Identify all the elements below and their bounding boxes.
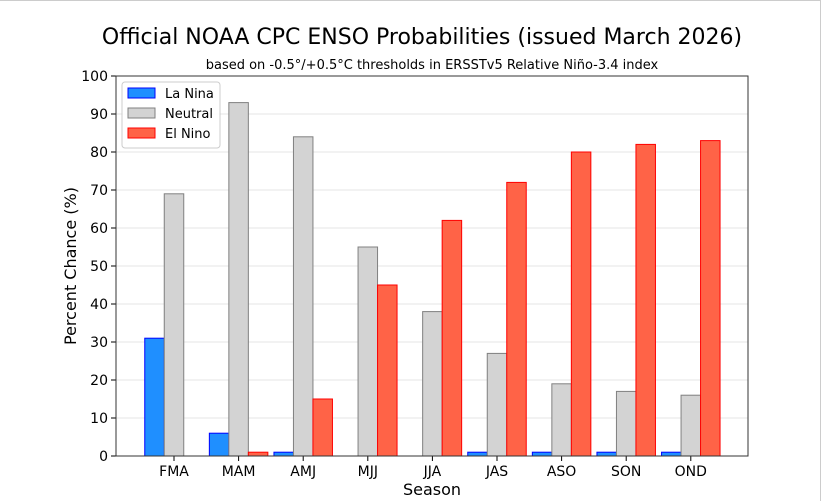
bar-neutral <box>163 193 185 457</box>
bar-neutral <box>357 246 379 457</box>
y-tick-label: 40 <box>90 297 108 313</box>
x-tick-label: SON <box>611 464 641 480</box>
x-tick-label: ASO <box>547 464 576 480</box>
y-tick-label: 0 <box>99 449 108 465</box>
chart-subtitle: based on -0.5°/+0.5°C thresholds in ERSS… <box>206 58 659 73</box>
x-axis-label: Season <box>403 480 461 499</box>
bar-la-nina <box>144 337 165 457</box>
bar-neutral <box>551 383 572 457</box>
x-tick-label: JAS <box>485 464 508 480</box>
x-tick-label: OND <box>675 464 707 480</box>
bar-el-nino <box>700 140 721 457</box>
plot-frame <box>115 75 749 457</box>
y-tick-label: 10 <box>90 411 108 427</box>
legend-label: El Nino <box>165 127 211 142</box>
x-tick-label: AMJ <box>290 464 316 480</box>
bar-neutral <box>486 352 508 457</box>
bar-el-nino <box>635 143 656 457</box>
bar-el-nino <box>570 151 592 457</box>
bar-la-nina <box>467 451 488 457</box>
y-tick-label: 100 <box>81 69 108 85</box>
legend-swatch <box>127 107 156 119</box>
bar-el-nino <box>377 284 398 457</box>
bar-la-nina <box>531 451 553 457</box>
legend-label: Neutral <box>165 107 213 122</box>
legend-label: La Nina <box>165 87 214 102</box>
bar-neutral <box>422 311 443 457</box>
y-tick-label: 60 <box>90 221 108 237</box>
bar-la-nina <box>273 451 294 457</box>
y-tick-label: 90 <box>90 107 108 123</box>
y-tick-label: 50 <box>90 259 108 275</box>
bar-el-nino <box>441 219 463 457</box>
legend: La Nina Neutral El Nino <box>121 81 221 149</box>
bar-neutral <box>228 102 249 457</box>
bar-el-nino <box>312 398 333 457</box>
y-tick-label: 70 <box>90 183 108 199</box>
legend-swatch <box>127 87 156 99</box>
x-tick-label: FMA <box>159 464 189 480</box>
bar-la-nina <box>661 451 682 457</box>
legend-swatch <box>127 127 156 139</box>
y-axis-label: Percent Chance (%) <box>61 187 80 345</box>
bar-neutral <box>680 394 702 457</box>
chart-title: Official NOAA CPC ENSO Probabilities (is… <box>102 25 742 50</box>
bar-neutral <box>292 136 314 457</box>
bar-neutral <box>615 390 637 457</box>
bar-el-nino <box>506 181 527 457</box>
y-tick-label: 80 <box>90 145 108 161</box>
y-tick-label: 20 <box>90 373 108 389</box>
y-tick-label: 30 <box>90 335 108 351</box>
bar-la-nina <box>208 432 230 457</box>
x-tick-label: MAM <box>222 464 256 480</box>
x-tick-label: JJA <box>423 464 442 480</box>
x-tick-label: MJJ <box>358 464 378 480</box>
bar-el-nino <box>247 451 269 457</box>
bar-la-nina <box>596 451 617 457</box>
